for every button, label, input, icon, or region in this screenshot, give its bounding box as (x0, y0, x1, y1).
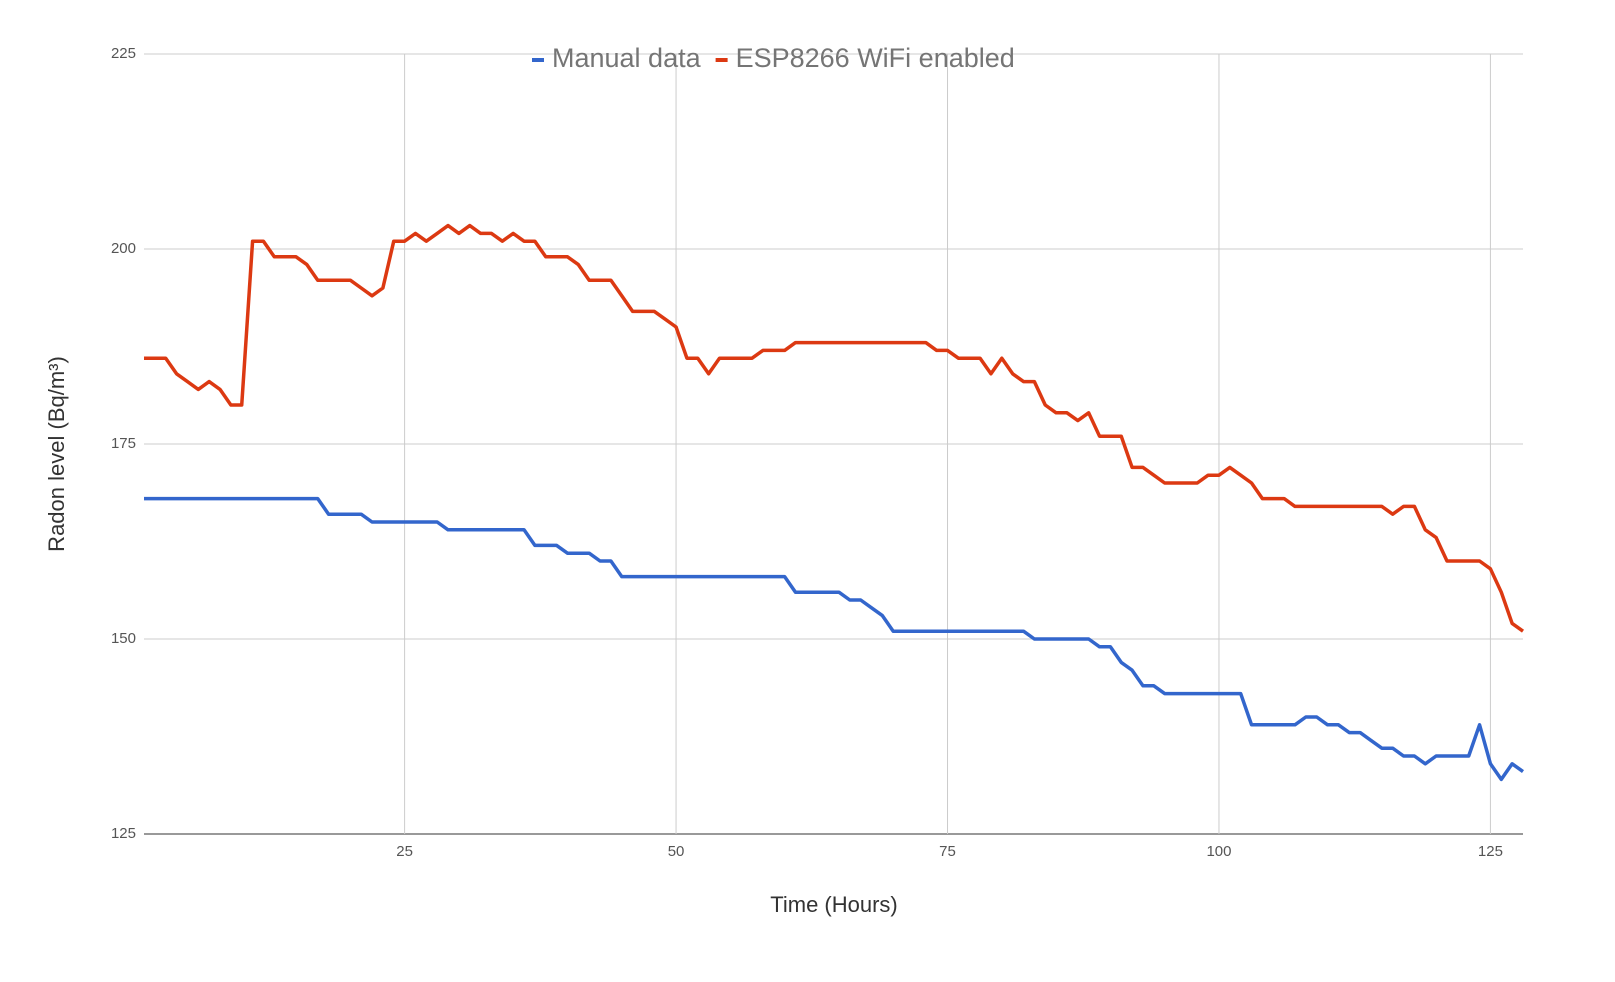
y-tick-label: 175 (111, 435, 136, 452)
y-tick-label: 125 (111, 825, 136, 842)
x-tick-label: 100 (1206, 843, 1231, 860)
x-tick-label: 50 (668, 843, 685, 860)
x-axis-title: Time (Hours) (770, 892, 898, 917)
y-tick-label: 225 (111, 45, 136, 62)
y-tick-label: 200 (111, 240, 136, 257)
legend-swatch (715, 58, 728, 62)
legend: Manual data ESP8266 WiFi enabled (532, 43, 1015, 73)
y-tick-label: 150 (111, 630, 136, 647)
x-tick-label: 125 (1478, 843, 1503, 860)
legend-label: ESP8266 WiFi enabled (736, 43, 1015, 73)
legend-label: Manual data (552, 43, 702, 73)
y-axis-title: Radon level (Bq/m³) (44, 356, 69, 552)
x-tick-label: 25 (396, 843, 413, 860)
series-line (144, 496, 1525, 782)
x-tick-label: 75 (939, 843, 956, 860)
legend-swatch (532, 58, 544, 62)
series-line (144, 223, 1525, 633)
